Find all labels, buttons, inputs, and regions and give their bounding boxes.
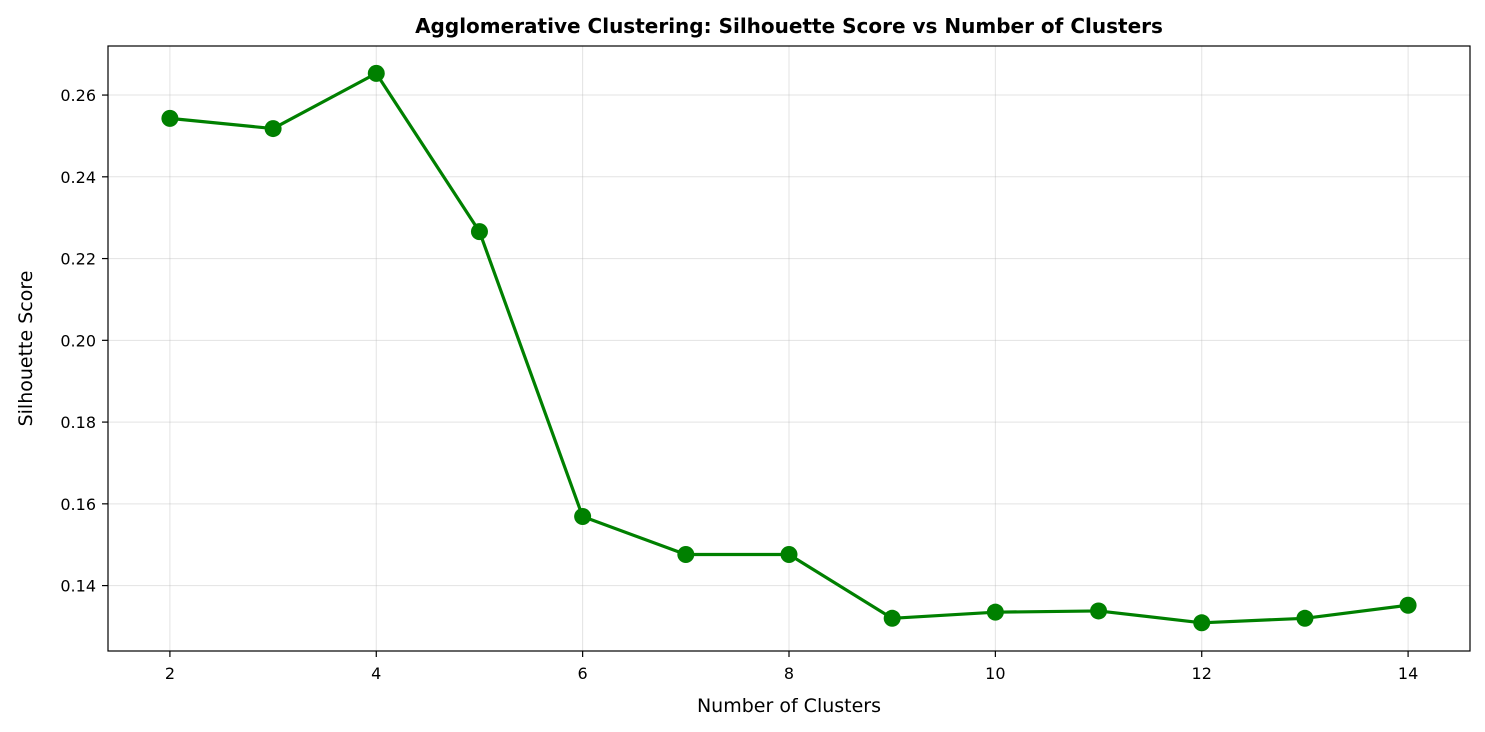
data-point bbox=[264, 120, 282, 138]
data-point bbox=[1193, 614, 1211, 632]
data-point bbox=[1090, 602, 1108, 620]
x-tick-label: 12 bbox=[1192, 664, 1212, 683]
y-tick-label: 0.18 bbox=[60, 413, 96, 432]
data-point bbox=[161, 109, 179, 127]
x-tick-label: 2 bbox=[165, 664, 175, 683]
x-axis-title: Number of Clusters bbox=[697, 695, 881, 717]
series-layer bbox=[161, 64, 1417, 632]
data-point bbox=[883, 609, 901, 627]
grid bbox=[108, 46, 1470, 651]
data-point bbox=[367, 64, 385, 82]
data-point bbox=[574, 508, 592, 526]
y-tick-label: 0.16 bbox=[60, 495, 96, 514]
y-axis-title: Silhouette Score bbox=[15, 271, 37, 427]
x-tick-label: 10 bbox=[985, 664, 1005, 683]
ticks: 2 4 6 8 10 12 14 0.14 0.16 0.18 0.20 0.22 0.24 0.26 bbox=[60, 86, 1418, 683]
y-tick-label: 0.24 bbox=[60, 168, 96, 187]
x-tick-label: 8 bbox=[784, 664, 794, 683]
chart-title: Agglomerative Clustering: Silhouette Sco… bbox=[415, 14, 1163, 38]
x-tick-label: 6 bbox=[578, 664, 588, 683]
y-tick-label: 0.20 bbox=[60, 331, 96, 350]
data-point bbox=[1399, 596, 1417, 614]
y-tick-label: 0.22 bbox=[60, 250, 96, 269]
data-point bbox=[1296, 609, 1314, 627]
data-point bbox=[986, 603, 1004, 621]
data-point bbox=[780, 546, 798, 564]
data-point bbox=[677, 546, 695, 564]
y-tick-label: 0.14 bbox=[60, 577, 96, 596]
y-tick-label: 0.26 bbox=[60, 86, 96, 105]
data-point bbox=[470, 223, 488, 241]
x-tick-label: 14 bbox=[1398, 664, 1418, 683]
x-tick-label: 4 bbox=[371, 664, 381, 683]
